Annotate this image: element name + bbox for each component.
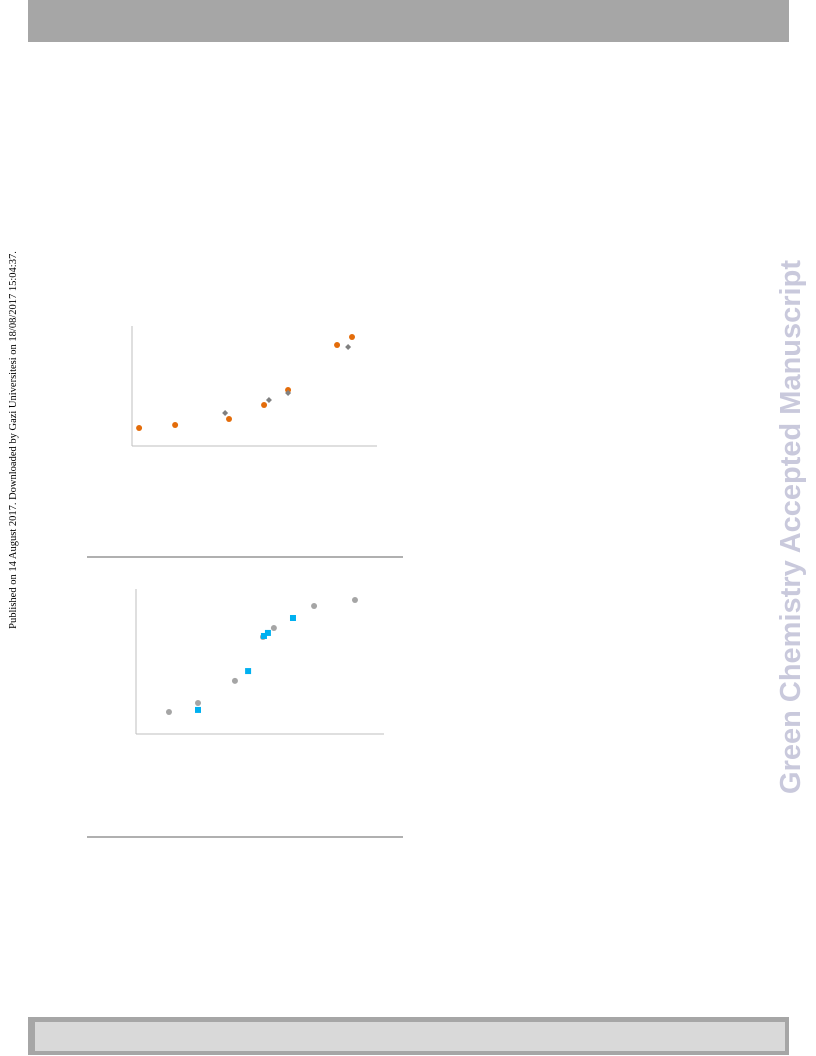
footer-inner [35, 1022, 785, 1051]
point [136, 425, 143, 431]
point [270, 625, 277, 632]
point [195, 699, 201, 706]
point [222, 410, 229, 416]
point [260, 632, 267, 639]
point [289, 615, 296, 621]
point [285, 389, 292, 396]
point [351, 597, 358, 604]
point [311, 602, 318, 609]
point [349, 334, 356, 341]
point [165, 708, 172, 715]
point [195, 706, 201, 713]
point [264, 629, 271, 636]
side-note: Published on 14 August 2017. Downloaded … [8, 251, 19, 629]
point [345, 344, 352, 350]
header-bar [28, 0, 789, 42]
point [226, 416, 233, 422]
point [245, 668, 252, 675]
point [231, 677, 238, 684]
point [261, 401, 268, 408]
point [265, 397, 272, 404]
point [172, 422, 179, 428]
watermark: Green Chemistry Accepted Manuscript [775, 260, 807, 794]
point [334, 341, 341, 348]
